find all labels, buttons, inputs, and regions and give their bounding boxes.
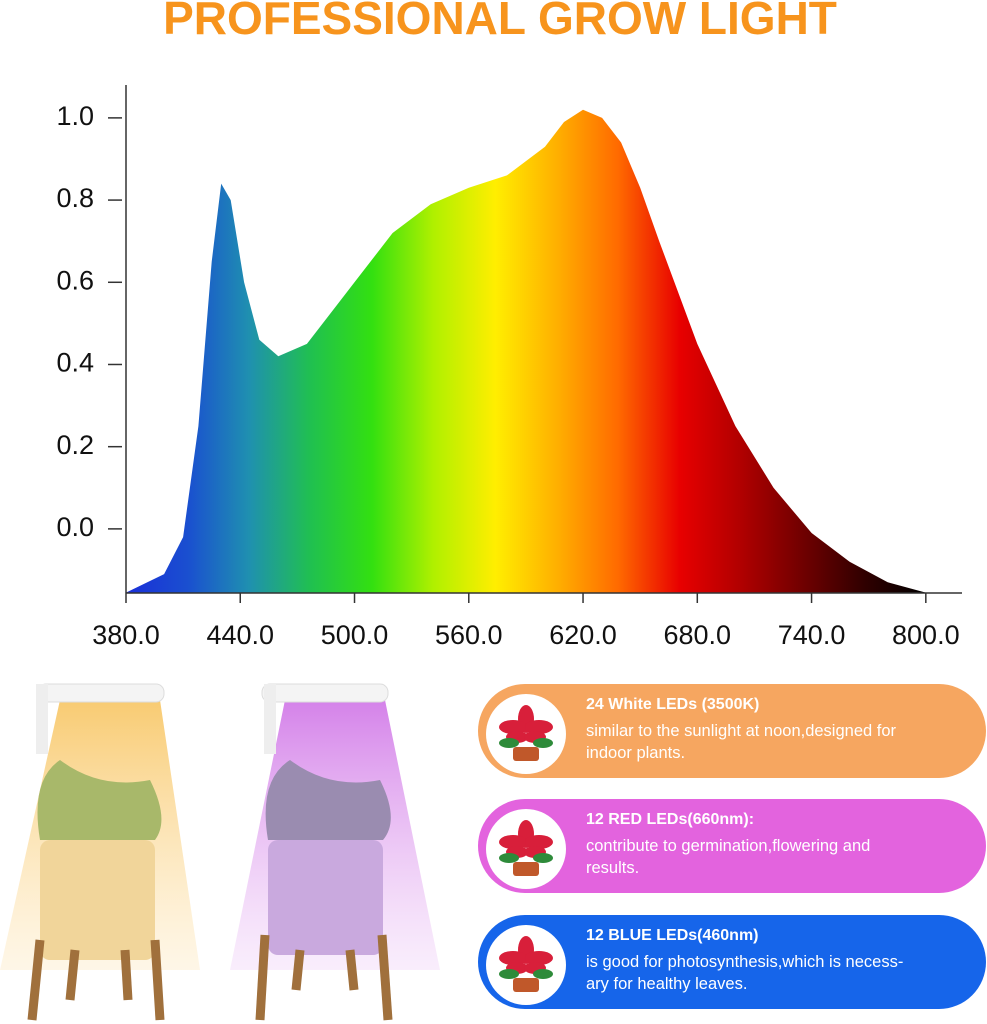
feature-description: similar to the sunlight at noon,designed… [586,720,896,764]
feature-title: 24 White LEDs (3500K) [586,696,760,713]
y-tick-label: 0.8 [56,183,94,213]
page-title: PROFESSIONAL GROW LIGHT [163,0,837,44]
flower-icon [486,809,566,889]
feature-card: 12 BLUE LEDs(460nm) is good for photosynt… [478,915,986,1009]
y-tick-label: 0.2 [56,430,94,460]
product-photos [0,683,440,1021]
description-line: ary for healthy leaves. [586,975,748,993]
description-line: is good for photosynthesis,which is nece… [586,953,904,971]
x-tick-label: 560.0 [435,620,503,650]
feature-description: is good for photosynthesis,which is nece… [586,951,903,995]
poinsettia [499,705,553,761]
red-light-lamp [230,683,440,1021]
description-line: similar to the sunlight at noon,designed… [586,722,897,740]
flower-icon [486,925,566,1005]
y-tick-label: 0.0 [56,512,94,542]
x-tick-label: 500.0 [321,620,389,650]
y-tick-label: 0.6 [56,265,94,295]
poinsettia [499,936,553,992]
feature-card: 12 RED LEDs(660nm): contribute to germina… [478,799,986,893]
chart: PROFESSIONAL GROW LIGHT 0.0 0.2 0.4 0.6 0.8 1… [56,0,962,650]
feature-card: 24 White LEDs (3500K) similar to the sunl… [478,684,986,778]
x-tick-label: 800.0 [892,620,960,650]
description-line: contribute to germination,flowering and [586,837,871,855]
white-light-lamp [0,683,200,1021]
x-tick-label: 740.0 [778,620,846,650]
x-tick-label: 620.0 [549,620,617,650]
description-line: indoor plants. [586,744,686,762]
x-tick-label: 440.0 [206,620,274,650]
x-tick-label: 680.0 [664,620,732,650]
y-tick-label: 1.0 [56,101,94,131]
feature-title: 12 BLUE LEDs(460nm) [586,927,759,944]
y-tick-label: 0.4 [56,348,94,378]
feature-description: contribute to germination,flowering and r… [586,835,870,879]
poinsettia [499,820,553,876]
spectrum-area [126,109,926,593]
flower-icon [486,694,566,774]
description-line: results. [586,859,640,877]
x-tick-label: 380.0 [92,620,160,650]
feature-title: 12 RED LEDs(660nm): [586,811,755,828]
